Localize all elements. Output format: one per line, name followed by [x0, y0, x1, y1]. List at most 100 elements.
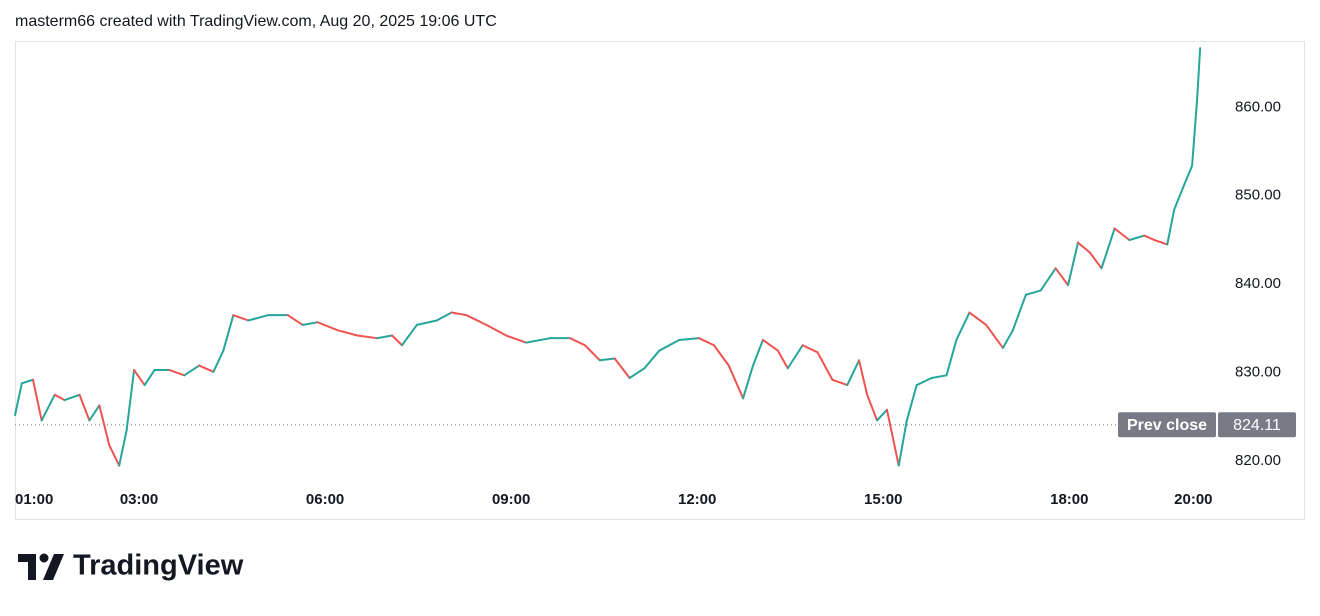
prev-close-value-tag [1218, 412, 1296, 438]
prev-close-value: 824.11 [1233, 417, 1281, 434]
header-text: masterm66 created with TradingView.com, … [15, 13, 497, 30]
price-segment [915, 376, 933, 387]
prev-close-label: Prev close [1127, 417, 1207, 434]
price-segment [336, 329, 359, 337]
price-segment [222, 314, 235, 352]
x-tick-label: 01:00 [15, 491, 53, 508]
price-segment [1196, 47, 1202, 102]
price-segment [858, 359, 869, 396]
price-segment [613, 357, 631, 379]
price-segment [301, 321, 319, 326]
logo-mark [18, 554, 36, 580]
price-segment [1191, 99, 1199, 167]
y-tick-label: 840.00 [1235, 275, 1281, 292]
price-segment [168, 369, 186, 377]
price-segment [247, 314, 270, 322]
logo-dot [39, 553, 49, 563]
price-segment [143, 369, 156, 387]
price-segment [786, 344, 804, 370]
price-segment [53, 393, 66, 402]
price-segment [866, 393, 879, 422]
x-tick-label: 03:00 [120, 491, 158, 508]
price-segment [1011, 293, 1027, 332]
price-segment [1039, 267, 1057, 292]
price-segment [598, 357, 616, 362]
price-segment [40, 393, 56, 422]
price-segment [846, 359, 861, 387]
price-segment [435, 311, 453, 322]
price-segment [583, 344, 601, 362]
price-segment [885, 408, 900, 467]
price-segment [1088, 251, 1103, 270]
price-segment [1054, 267, 1070, 287]
price-segment [118, 429, 128, 467]
price-segment [712, 344, 730, 367]
y-tick-label: 830.00 [1235, 364, 1281, 381]
price-segment [1076, 241, 1091, 254]
logo-slash [43, 554, 64, 580]
price-segment [1153, 239, 1169, 246]
price-segment [98, 404, 111, 447]
x-tick-label: 09:00 [492, 491, 530, 508]
brand-name: TradingView [73, 550, 244, 582]
price-segment [125, 369, 136, 432]
price-segment [930, 374, 948, 379]
price-segment [1128, 234, 1146, 242]
x-tick-label: 12:00 [678, 491, 716, 508]
price-segment [450, 311, 468, 317]
price-segment [183, 364, 201, 377]
x-tick-label: 18:00 [1050, 491, 1088, 508]
y-tick-label: 850.00 [1235, 187, 1281, 204]
price-segment [1100, 227, 1116, 270]
price-segment [761, 338, 779, 352]
price-segment [1113, 227, 1131, 242]
prev-close-tag [1118, 412, 1216, 438]
price-segment [945, 338, 958, 377]
price-segment [658, 338, 681, 352]
price-segment [78, 393, 91, 422]
price-segment [1024, 289, 1042, 296]
price-segment [212, 349, 225, 373]
price-segment [776, 349, 789, 370]
price-segment [628, 367, 646, 379]
price-segment [485, 323, 508, 337]
price-segment [391, 334, 403, 347]
price-segment [505, 334, 528, 344]
price-segment [400, 323, 418, 347]
y-tick-label: 820.00 [1235, 452, 1281, 469]
price-segment [376, 334, 394, 340]
price-segment [1183, 164, 1194, 187]
chart-frame [15, 41, 1305, 520]
price-segment [31, 378, 43, 422]
price-segment [316, 321, 339, 332]
price-segment [816, 351, 834, 381]
price-segment [698, 337, 715, 347]
price-segment [801, 344, 819, 354]
price-segment [897, 419, 908, 467]
price-segment [525, 337, 552, 344]
price-segment [20, 378, 34, 385]
price-segment [1001, 329, 1014, 349]
price-series [14, 47, 1202, 467]
price-segment [678, 337, 701, 341]
price-segment [876, 408, 888, 422]
price-segment [1067, 241, 1079, 287]
price-segment [1166, 208, 1176, 246]
price-segment [569, 337, 586, 347]
price-segment [968, 311, 988, 326]
price-segment [905, 384, 918, 422]
price-segment [198, 364, 215, 373]
price-segment [1143, 234, 1156, 242]
price-segment [955, 311, 971, 341]
brand-logo: TradingView [18, 550, 244, 582]
price-segment [985, 323, 1004, 349]
y-tick-label: 860.00 [1235, 98, 1281, 115]
price-segment [356, 334, 379, 340]
price-segment [465, 314, 488, 326]
price-segment [415, 319, 438, 326]
price-segment [831, 378, 849, 387]
price-segment [286, 314, 304, 326]
x-tick-label: 06:00 [306, 491, 344, 508]
